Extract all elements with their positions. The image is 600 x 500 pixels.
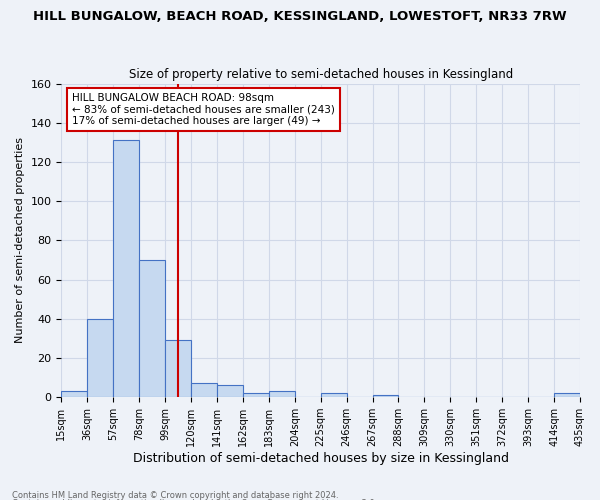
Bar xyxy=(113,140,139,397)
Bar xyxy=(269,392,295,397)
Bar xyxy=(88,319,113,397)
Title: Size of property relative to semi-detached houses in Kessingland: Size of property relative to semi-detach… xyxy=(128,68,513,81)
Text: Contains public sector information licensed under the Open Government Licence v3: Contains public sector information licen… xyxy=(12,499,377,500)
Bar xyxy=(139,260,165,397)
Bar xyxy=(165,340,191,397)
Text: HILL BUNGALOW BEACH ROAD: 98sqm
← 83% of semi-detached houses are smaller (243)
: HILL BUNGALOW BEACH ROAD: 98sqm ← 83% of… xyxy=(72,93,335,126)
Bar xyxy=(321,394,347,397)
Bar xyxy=(243,394,269,397)
X-axis label: Distribution of semi-detached houses by size in Kessingland: Distribution of semi-detached houses by … xyxy=(133,452,509,465)
Bar xyxy=(191,384,217,397)
Y-axis label: Number of semi-detached properties: Number of semi-detached properties xyxy=(15,138,25,344)
Bar xyxy=(373,396,398,397)
Bar xyxy=(554,394,580,397)
Text: Contains HM Land Registry data © Crown copyright and database right 2024.: Contains HM Land Registry data © Crown c… xyxy=(12,490,338,500)
Text: HILL BUNGALOW, BEACH ROAD, KESSINGLAND, LOWESTOFT, NR33 7RW: HILL BUNGALOW, BEACH ROAD, KESSINGLAND, … xyxy=(33,10,567,23)
Bar xyxy=(61,392,88,397)
Bar xyxy=(217,386,243,397)
